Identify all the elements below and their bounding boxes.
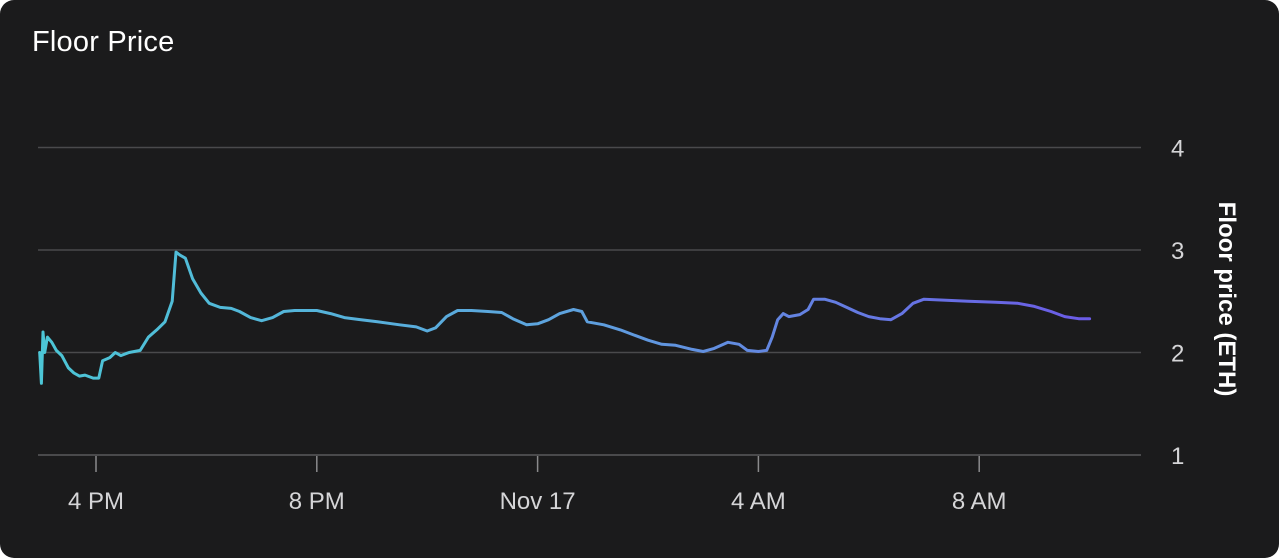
y-tick-label: 1 <box>1171 443 1184 470</box>
x-tick-label: 8 AM <box>952 488 1007 515</box>
y-axis-title: Floor price (ETH) <box>1213 202 1240 397</box>
x-tick-label: 8 PM <box>289 488 345 515</box>
grid-lines <box>38 146 1141 456</box>
x-axis-ticks <box>95 456 980 472</box>
series-layer <box>38 250 1092 385</box>
x-tick-label: Nov 17 <box>500 488 576 515</box>
x-tick-label: 4 PM <box>68 488 124 515</box>
chart-title: Floor Price <box>32 26 175 58</box>
x-axis-labels: 4 PM 8 PM Nov 17 4 AM 8 AM <box>68 488 1007 515</box>
y-axis-labels: 1 2 3 4 <box>1171 136 1184 471</box>
y-tick-label: 2 <box>1171 341 1184 368</box>
y-tick-label: 4 <box>1171 136 1184 163</box>
floor-price-line <box>38 250 1092 385</box>
x-tick-label: 4 AM <box>731 488 786 515</box>
y-tick-label: 3 <box>1171 238 1184 265</box>
